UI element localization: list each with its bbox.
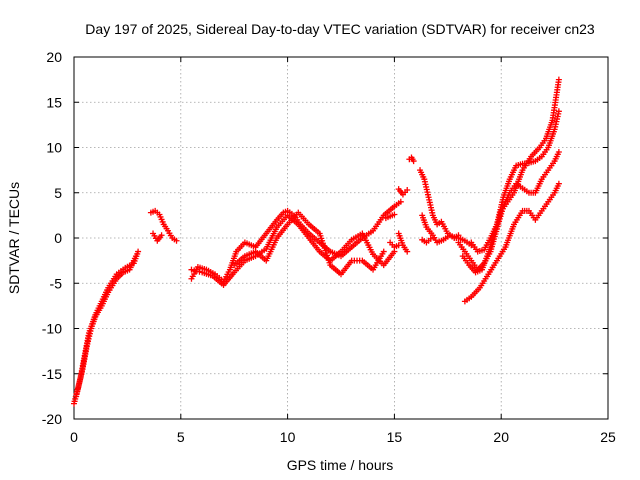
data-points bbox=[71, 76, 562, 407]
series-track-3 bbox=[147, 207, 180, 244]
x-axis-label: GPS time / hours bbox=[287, 457, 394, 473]
grid-lines bbox=[74, 57, 608, 419]
y-tick-label: 0 bbox=[54, 230, 62, 246]
series-track-7 bbox=[231, 209, 387, 278]
y-tick-label: -20 bbox=[42, 411, 62, 427]
series-track-18 bbox=[468, 76, 562, 255]
data-point bbox=[191, 267, 198, 274]
series-track-4 bbox=[150, 230, 165, 244]
series-track-14 bbox=[419, 212, 460, 246]
data-point bbox=[196, 268, 203, 275]
data-point bbox=[158, 232, 165, 239]
data-point bbox=[555, 108, 562, 115]
data-point bbox=[173, 237, 180, 244]
chart-title: Day 197 of 2025, Sidereal Day-to-day VTE… bbox=[85, 21, 595, 37]
data-point bbox=[555, 76, 562, 83]
x-tick-label: 0 bbox=[70, 429, 78, 445]
data-point bbox=[135, 248, 142, 255]
y-tick-label: -10 bbox=[42, 321, 62, 337]
data-point bbox=[410, 158, 417, 165]
series-track-9 bbox=[387, 239, 402, 251]
y-tick-label: 10 bbox=[46, 140, 62, 156]
series-track-20 bbox=[455, 235, 475, 249]
y-axis-label: SDTVAR / TECUs bbox=[6, 182, 22, 294]
series-track-2 bbox=[73, 248, 142, 400]
y-tick-label: 15 bbox=[46, 94, 62, 110]
data-point bbox=[427, 235, 434, 242]
data-point bbox=[188, 266, 195, 273]
data-point bbox=[404, 187, 411, 194]
y-tick-label: 20 bbox=[46, 49, 62, 65]
data-point bbox=[193, 268, 200, 275]
y-axis-ticks: -20 -15 -10 -5 0 5 10 15 20 bbox=[42, 49, 608, 427]
data-point bbox=[468, 242, 475, 249]
x-axis-ticks: 0 5 10 15 20 25 bbox=[70, 57, 616, 445]
series-track-12 bbox=[406, 154, 417, 165]
data-point bbox=[555, 180, 562, 187]
y-tick-label: 5 bbox=[54, 185, 62, 201]
series-track-15 bbox=[419, 235, 434, 246]
data-point bbox=[404, 248, 411, 255]
series-track-6 bbox=[188, 212, 398, 289]
x-tick-label: 20 bbox=[493, 429, 509, 445]
series-track-13 bbox=[417, 167, 462, 241]
x-tick-label: 5 bbox=[177, 429, 185, 445]
y-tick-label: -15 bbox=[42, 366, 62, 382]
series-track-10 bbox=[395, 186, 411, 198]
data-point bbox=[391, 211, 398, 218]
x-tick-label: 15 bbox=[387, 429, 403, 445]
data-point bbox=[555, 149, 562, 156]
data-point bbox=[380, 248, 387, 255]
data-point bbox=[397, 198, 404, 205]
series-track-16 bbox=[455, 149, 562, 273]
series-track-8 bbox=[382, 211, 398, 222]
y-tick-label: -5 bbox=[50, 275, 63, 291]
series-track-19 bbox=[461, 180, 562, 305]
x-tick-label: 10 bbox=[280, 429, 296, 445]
x-tick-label: 25 bbox=[600, 429, 616, 445]
series-track-11 bbox=[395, 230, 411, 255]
